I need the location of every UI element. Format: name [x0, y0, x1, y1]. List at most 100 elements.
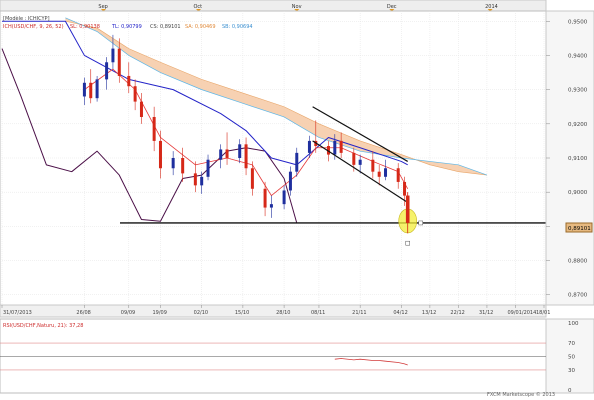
candle-body: [219, 149, 223, 160]
month-label: 2014: [485, 4, 498, 10]
candle-body: [326, 146, 330, 155]
month-marker-icon: [196, 9, 202, 12]
date-axis[interactable]: 31/07/2013 26/08 09/09 19/09 02/10 15/10 28/10…: [0, 304, 550, 318]
candle-body: [288, 171, 292, 191]
month-label: Dec: [387, 4, 397, 10]
date-tick-label: 08/11: [311, 310, 325, 316]
month-marker-icon: [487, 9, 493, 12]
price-tick-label: 0,8700: [568, 293, 588, 299]
candle-body: [403, 181, 407, 196]
candle-body: [225, 149, 229, 158]
candle-body: [200, 176, 204, 186]
rsi-panel[interactable]: RSI(USD/CHF,Naturu, 21): 37,28 100 70 50 30…: [0, 318, 594, 394]
candle-body: [307, 140, 311, 153]
legend-sb: SB: 0,90694: [222, 24, 253, 30]
date-tick-label: 18/01: [536, 310, 550, 316]
candle-body: [158, 140, 162, 169]
date-tick-label: 09/01/2014: [507, 310, 536, 316]
candle-body: [206, 159, 210, 177]
date-tick-label: 21/11: [352, 310, 366, 316]
candle-body: [89, 82, 93, 99]
month-label: Nov: [292, 4, 302, 10]
senkou-span-a: [65, 20, 487, 176]
date-tick-label: 31/07/2013: [3, 310, 32, 316]
price-tick-label: 0,9300: [568, 88, 588, 94]
candle-body: [396, 168, 400, 182]
date-ticks: 31/07/2013 26/08 09/09 19/09 02/10 15/10 28/10…: [1, 305, 550, 316]
highlight-candle-body: [405, 195, 410, 223]
channel-upper-line[interactable]: [312, 106, 409, 162]
price-plot-area[interactable]: [0, 10, 594, 306]
candle-body: [238, 144, 242, 158]
kijun-sen-line: [2, 20, 408, 166]
price-tick-label: 0,8800: [568, 259, 588, 265]
candle-body: [263, 188, 267, 208]
candle-body: [139, 101, 143, 117]
legend-sa: SA: 0,90469: [185, 24, 216, 30]
rsi-level-label: 100: [568, 321, 579, 327]
candle-body: [95, 79, 99, 99]
candle-body: [333, 140, 337, 155]
senkou-span-b: [65, 17, 488, 176]
current-price-value: 0,89101: [568, 226, 591, 232]
candle-body: [269, 204, 273, 208]
kumo-cloud: [65, 17, 488, 176]
date-tick-label: 04/12: [393, 310, 407, 316]
candle-body: [282, 190, 286, 205]
date-tick-label: 13/12: [422, 310, 436, 316]
candle-body: [111, 48, 115, 63]
rsi-level-label: 30: [568, 368, 575, 374]
legend-indicator: ICH(USD/CHF, 9, 26, 52): [3, 24, 64, 30]
date-tick-label: 19/09: [152, 310, 166, 316]
candle-body: [339, 140, 343, 153]
current-price-tag: [565, 222, 593, 233]
rsi-level-label: 0: [568, 388, 572, 394]
candle-body: [133, 86, 137, 102]
date-tick-label: 26/08: [76, 310, 90, 316]
rsi-level-label: 50: [568, 355, 575, 361]
channel-lower-line[interactable]: [312, 140, 409, 203]
legend-model: [Modèle : ICHICYP]: [3, 15, 50, 22]
date-tick-label: 15/10: [235, 310, 249, 316]
rsi-title: RSI(USD/CHF,Naturu, 21): 37,28: [3, 323, 83, 329]
candle-body: [371, 159, 375, 172]
candle-body: [82, 82, 86, 97]
price-tick-label: 0,9200: [568, 122, 588, 128]
rsi-level-label: 70: [568, 341, 575, 347]
date-tick-label: 02/10: [194, 310, 208, 316]
legend: [Modèle : ICHICYP] ICH(USD/CHF, 9, 26, 5…: [3, 15, 253, 30]
candle-body: [250, 168, 254, 189]
tenkan-sen-line: [84, 68, 409, 197]
candle-body: [193, 173, 197, 186]
month-marker-icon: [100, 9, 106, 12]
candle-body: [295, 152, 299, 172]
price-axis[interactable]: 0,9500 0,9400 0,9300 0,9200 0,9100 0,9000 0,89…: [545, 10, 594, 306]
price-tick-label: 0,9000: [568, 190, 588, 196]
footer-copyright: FXCM Marketscope © 2013: [487, 391, 555, 398]
legend-cs: CS: 0,89101: [150, 24, 181, 30]
candle-body: [171, 158, 175, 169]
month-labels: Sep Oct Nov Dec 2014: [98, 4, 498, 12]
rsi-levels: 100 70 50 30 0: [0, 321, 579, 394]
date-tick-label: 28/10: [276, 310, 290, 316]
legend-sl: SL: 0,90138: [70, 24, 100, 30]
ichimoku-lines: [1, 20, 409, 224]
selection-handle[interactable]: [405, 240, 410, 246]
rsi-line: [334, 358, 408, 366]
candle-body: [105, 62, 109, 80]
candle-body: [181, 158, 185, 174]
main-grid: [0, 11, 546, 305]
price-tick-label: 0,9400: [568, 53, 588, 59]
date-tick-label: 22/12: [450, 310, 464, 316]
legend-tl: TL: 0,90799: [111, 24, 142, 30]
month-label: Oct: [194, 4, 203, 10]
price-tick-label: 0,9500: [568, 19, 588, 25]
date-tick-label: 31/12: [479, 310, 493, 316]
month-marker-icon: [294, 9, 300, 12]
month-label: Sep: [98, 4, 107, 10]
date-tick-label: 09/09: [121, 310, 135, 316]
selection-handle[interactable]: [418, 220, 423, 226]
chikou-span-line: [1, 48, 298, 224]
candle-body: [377, 171, 381, 177]
